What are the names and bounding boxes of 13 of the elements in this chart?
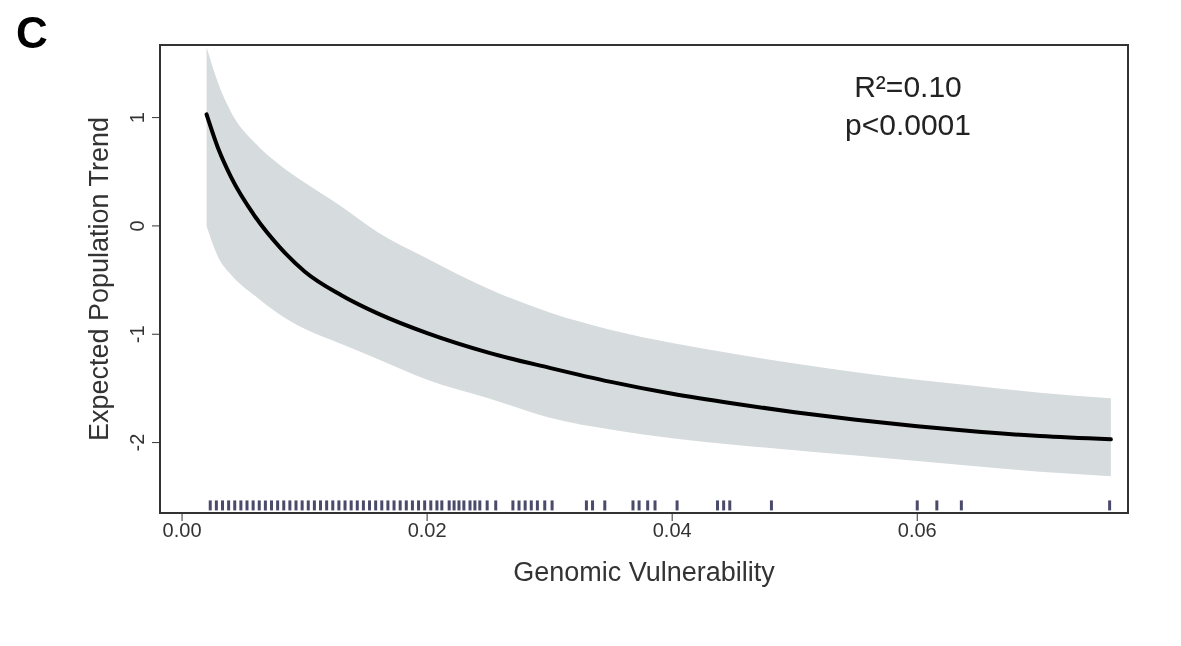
- y-tick-label: -2: [126, 433, 148, 452]
- y-tick-label: 1: [126, 112, 148, 124]
- x-tick-label: 0.06: [897, 519, 937, 542]
- x-axis-title: Genomic Vulnerability: [513, 557, 776, 587]
- x-tick-label: 0.04: [652, 519, 692, 542]
- y-tick-label: 0: [126, 220, 148, 232]
- y-tick-label: -1: [126, 325, 148, 344]
- y-axis-title: Expected Population Trend: [83, 116, 114, 442]
- x-tick-label: 0.00: [162, 519, 202, 542]
- line-series: [204, 112, 1113, 442]
- text: C: [16, 8, 48, 58]
- x-tick-label: 0.02: [407, 519, 447, 542]
- annotation: R²=0.10 p<0.0001: [844, 69, 972, 143]
